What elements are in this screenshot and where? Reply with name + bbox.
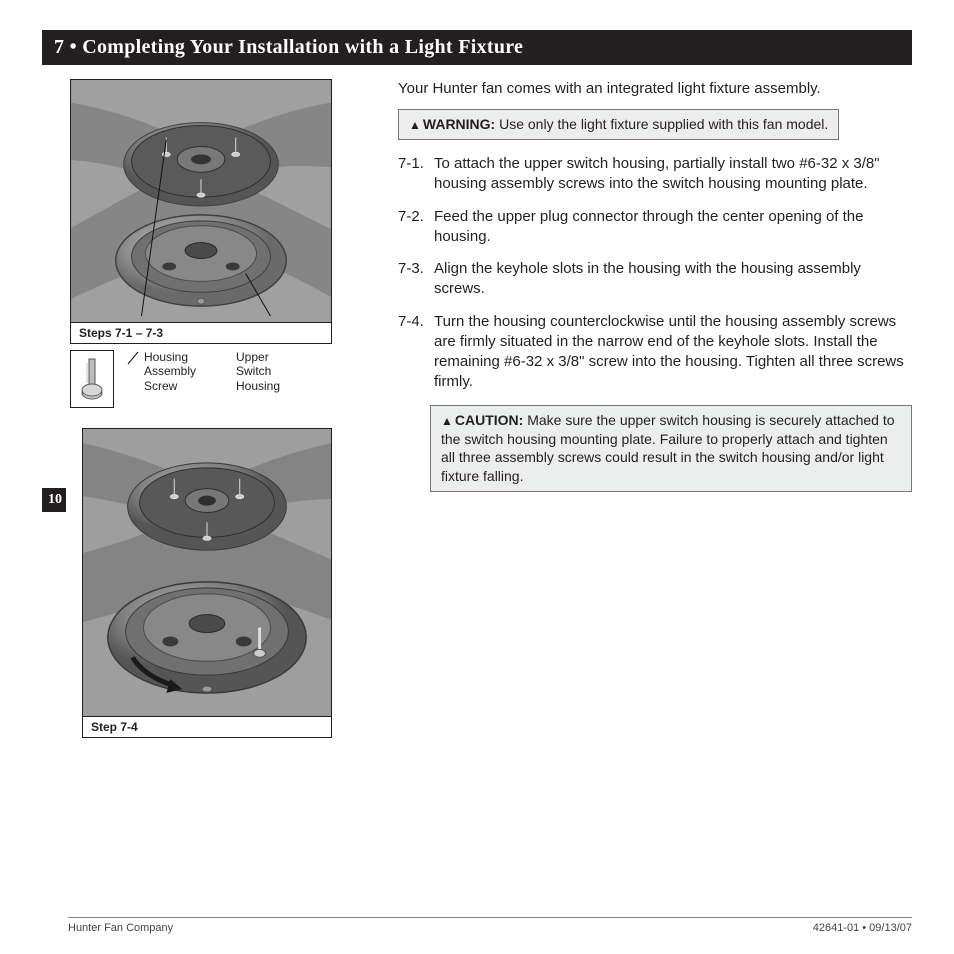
screw-detail-box (70, 350, 114, 408)
footer-docinfo: 42641-01 • 09/13/07 (813, 922, 912, 934)
page-number: 10 (42, 488, 66, 512)
figure1-caption: Steps 7-1 – 7-3 (71, 322, 331, 343)
warning-icon: ▲ (409, 118, 421, 132)
figures-column: Steps 7-1 – 7-3 Housing Assembly Screw U… (70, 79, 370, 738)
step-item: 7-4. Turn the housing counterclockwise u… (398, 312, 912, 393)
figure1-callouts: Housing Assembly Screw Upper Switch Hous… (70, 350, 370, 408)
caution-label: CAUTION: (455, 412, 523, 428)
page-footer: Hunter Fan Company 42641-01 • 09/13/07 (68, 917, 912, 934)
step-text: Turn the housing counterclockwise until … (434, 312, 912, 393)
step-number: 7-3. (398, 259, 434, 300)
text-column: Your Hunter fan comes with an integrated… (398, 79, 912, 738)
footer-company: Hunter Fan Company (68, 922, 173, 934)
section-header: 7 • Completing Your Installation with a … (42, 30, 912, 65)
step-item: 7-2. Feed the upper plug connector throu… (398, 207, 912, 248)
warning-text: Use only the light fixture supplied with… (499, 116, 828, 132)
screw-icon (81, 357, 103, 401)
step-text: To attach the upper switch housing, part… (434, 154, 912, 195)
manual-page: 7 • Completing Your Installation with a … (0, 0, 954, 954)
steps-list: 7-1. To attach the upper switch housing,… (398, 154, 912, 393)
caution-box: ▲CAUTION: Make sure the upper switch hou… (430, 405, 912, 493)
intro-text: Your Hunter fan comes with an integrated… (398, 79, 912, 99)
step-number: 7-2. (398, 207, 434, 248)
warning-box: ▲WARNING: Use only the light fixture sup… (398, 109, 839, 140)
step-number: 7-4. (398, 312, 434, 393)
figure-step-7-4: Step 7-4 (82, 428, 332, 738)
step-text: Align the keyhole slots in the housing w… (434, 259, 912, 300)
illustration-rotate-housing (83, 429, 331, 715)
step-text: Feed the upper plug connector through th… (434, 207, 912, 248)
step-item: 7-3. Align the keyhole slots in the hous… (398, 259, 912, 300)
caution-icon: ▲ (441, 414, 453, 428)
warning-label: WARNING: (423, 116, 495, 132)
illustration-upper-housing (71, 80, 331, 321)
step-number: 7-1. (398, 154, 434, 195)
figure-steps-7-1-7-3: Steps 7-1 – 7-3 (70, 79, 332, 344)
leader-arrow-icon (126, 350, 140, 370)
callout-screw-label: Housing Assembly Screw (144, 350, 206, 393)
content-columns: Steps 7-1 – 7-3 Housing Assembly Screw U… (42, 79, 912, 738)
step-item: 7-1. To attach the upper switch housing,… (398, 154, 912, 195)
callout-housing-label: Upper Switch Housing (236, 350, 296, 393)
figure2-caption: Step 7-4 (83, 716, 331, 737)
